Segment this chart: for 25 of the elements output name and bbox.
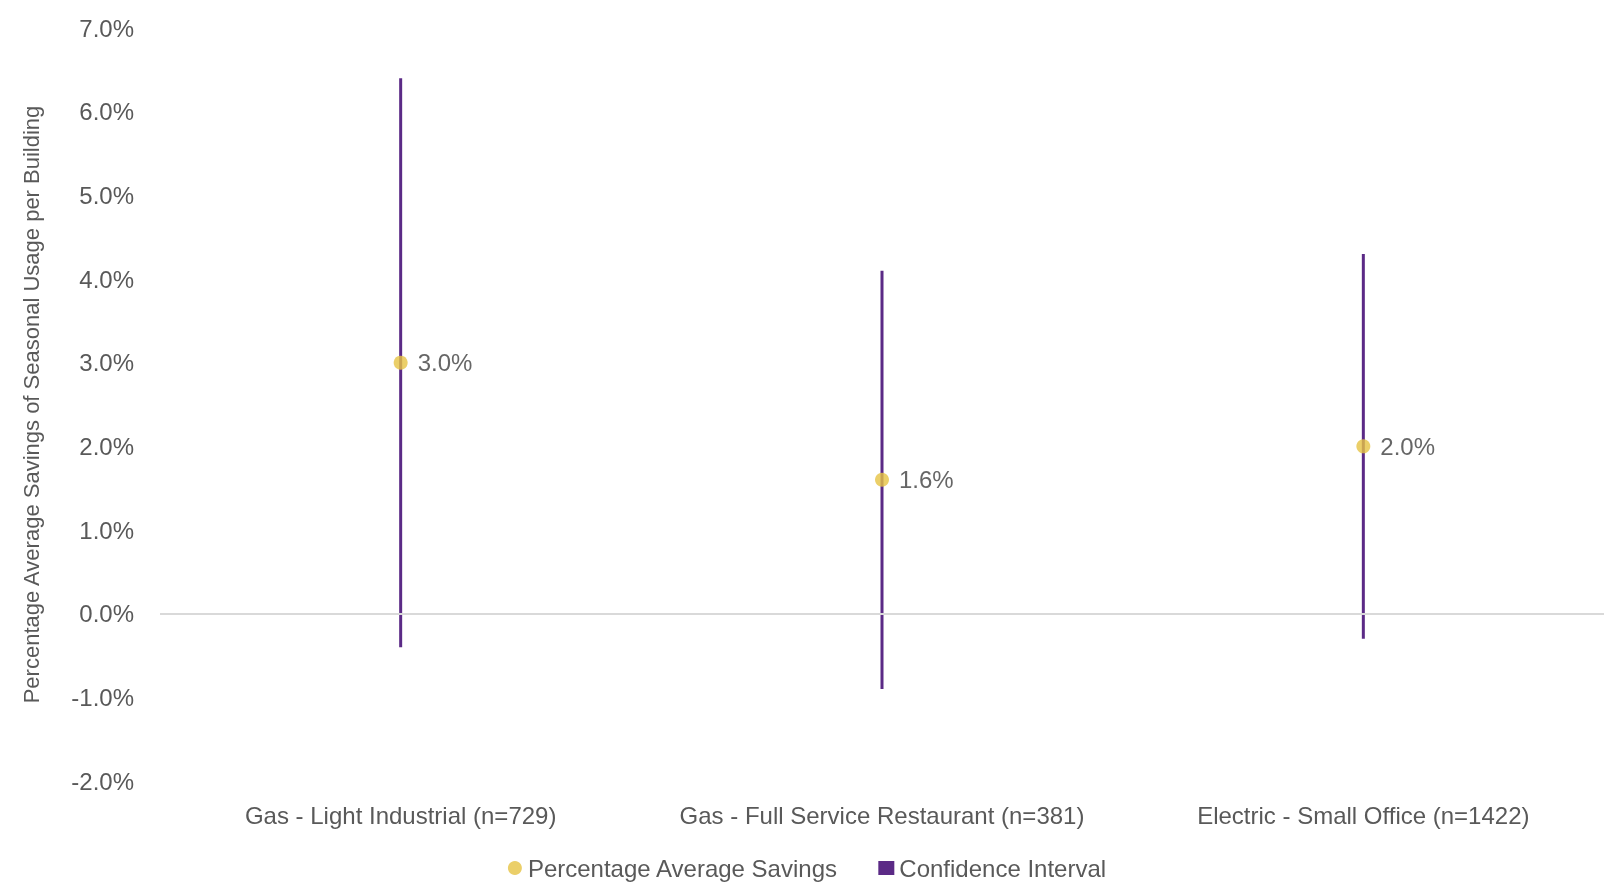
y-tick-label: 7.0% (79, 14, 134, 42)
x-tick-label: Gas - Light Industrial (n=729) (244, 801, 557, 829)
y-tick-label: 0.0% (79, 600, 134, 628)
y-tick-label: 5.0% (79, 181, 134, 209)
data-label: 3.0% (417, 349, 473, 377)
y-axis-title: Percentage Average Savings of Seasonal Usage per Building (18, 105, 44, 704)
y-tick-label: 1.0% (79, 516, 134, 544)
bar (1361, 253, 1365, 639)
y-tick-label: 2.0% (79, 432, 134, 460)
data-label: 2.0% (1380, 432, 1436, 460)
point (393, 355, 408, 370)
y-tick-label: 4.0% (79, 265, 134, 293)
legend-label: Confidence Interval (899, 854, 1107, 882)
y-tick-label: -1.0% (71, 683, 134, 711)
point (1356, 439, 1371, 454)
legend-label: Percentage Average Savings (527, 854, 837, 882)
data-label: 1.6% (899, 466, 954, 494)
x-tick-label: Electric - Small Office (n=1422) (1197, 801, 1530, 829)
y-tick-label: 6.0% (79, 98, 134, 126)
y-tick-label: 3.0% (79, 349, 134, 377)
point (875, 472, 889, 487)
y-tick-label: -2.0% (71, 767, 134, 795)
bar (880, 270, 884, 689)
bar (399, 78, 403, 648)
x-tick-label: Gas - Full Service Restaurant (n=381) (679, 801, 1085, 829)
